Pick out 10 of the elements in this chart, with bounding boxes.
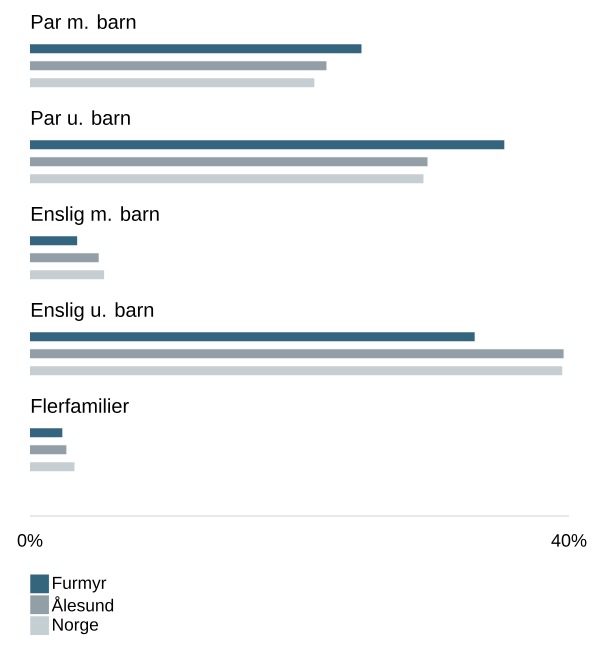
- legend-label: Furmyr: [53, 576, 106, 592]
- y-tick-label: Par m. barn: [32, 14, 136, 29]
- x-tick-label: 0%: [18, 534, 42, 547]
- y-tick-label: Flerfamilier: [32, 398, 129, 413]
- x-tick-label: 40%: [551, 534, 586, 547]
- y-tick-label: Enslig m. barn: [32, 206, 159, 225]
- legend-label: Ålesund: [52, 596, 114, 612]
- legend-label: Norge: [53, 618, 98, 634]
- y-tick-label: Par u. barn: [32, 110, 130, 125]
- y-tick-label: Enslig u. barn: [32, 302, 154, 321]
